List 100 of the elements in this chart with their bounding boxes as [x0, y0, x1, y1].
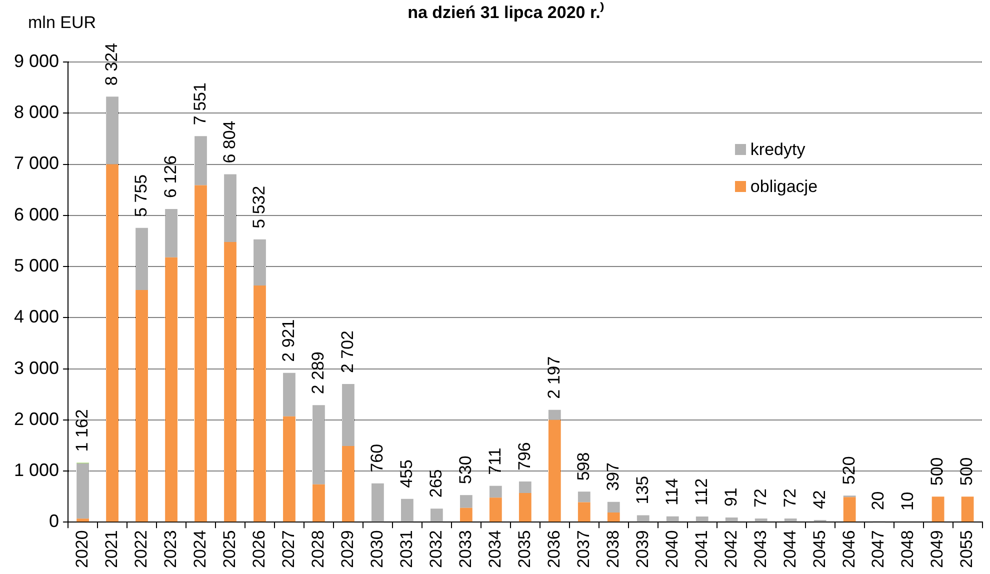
x-tick-label: 2027 [278, 530, 298, 568]
total-label: 265 [426, 469, 446, 498]
x-tick-label: 2055 [957, 530, 976, 568]
bar [401, 498, 414, 522]
bar [194, 185, 207, 522]
bar [843, 497, 856, 522]
total-label: 711 [485, 448, 504, 475]
x-tick-label: 2029 [338, 530, 357, 568]
y-tick-label: 5 000 [14, 255, 60, 276]
total-label: 1 162 [72, 409, 92, 452]
bar [342, 384, 354, 446]
bar [961, 496, 974, 522]
bar [607, 502, 620, 512]
bar [607, 512, 620, 522]
bar [636, 515, 650, 522]
total-label: 6 804 [220, 120, 239, 164]
bar [460, 508, 472, 522]
x-tick-label: 2035 [514, 530, 534, 568]
y-tick-label: 8 000 [14, 102, 60, 122]
x-tick-label: 2022 [131, 530, 150, 568]
x-tick-label: 2020 [72, 530, 92, 568]
x-tick-label: 2036 [544, 530, 564, 568]
total-label: 598 [574, 452, 593, 481]
total-label: 135 [632, 476, 652, 504]
total-label: 500 [928, 457, 947, 486]
bar [224, 174, 236, 242]
bar [578, 502, 590, 522]
total-label: 112 [692, 478, 711, 506]
total-label: 796 [514, 442, 534, 470]
y-tick-label: 4 000 [14, 306, 60, 327]
x-tick-label: 2033 [456, 530, 475, 568]
y-tick-label: 9 000 [14, 50, 60, 71]
x-tick-label: 2037 [574, 530, 593, 568]
x-tick-label: 2042 [721, 530, 740, 568]
legend-label: kredyty [750, 140, 806, 160]
bar [460, 495, 472, 508]
x-tick-label: 2043 [750, 530, 770, 568]
total-label: 397 [603, 462, 622, 491]
x-tick-label: 2041 [692, 530, 711, 568]
total-label: 530 [456, 456, 475, 484]
bar [136, 290, 148, 522]
total-label: 455 [396, 460, 416, 488]
bar [165, 257, 178, 522]
bar [518, 493, 532, 522]
total-label: 72 [750, 488, 770, 508]
bar [254, 285, 266, 522]
bar [372, 483, 384, 522]
bar [489, 486, 502, 498]
x-tick-label: 2031 [396, 530, 416, 568]
bar [194, 136, 207, 186]
x-tick-label: 2045 [810, 530, 829, 568]
y-tick-label: 3 000 [14, 358, 60, 378]
x-tick-label: 2025 [220, 530, 239, 568]
bar [224, 242, 236, 522]
bar [312, 405, 325, 484]
y-axis-title: mln EUR [28, 13, 96, 32]
bar [312, 484, 325, 522]
total-label: 760 [367, 444, 386, 472]
x-tick-label: 2024 [190, 530, 210, 568]
total-label: 10 [898, 492, 918, 511]
x-tick-label: 2047 [868, 530, 888, 568]
x-tick-label: 2038 [603, 530, 622, 568]
total-label: 20 [868, 491, 888, 510]
total-label: 7 551 [190, 82, 210, 126]
bar [283, 372, 296, 416]
legend-label: obligacje [750, 177, 818, 196]
x-tick-label: 2034 [485, 530, 504, 568]
bar [548, 420, 561, 522]
total-label: 8 324 [102, 43, 121, 86]
bar [666, 516, 679, 522]
bar [489, 498, 502, 522]
total-label: 42 [810, 490, 829, 510]
bar [784, 518, 797, 522]
total-label: 2 702 [338, 330, 357, 374]
bar [518, 481, 532, 494]
bar [106, 164, 118, 522]
bar [165, 208, 178, 258]
total-label: 91 [721, 488, 740, 507]
x-tick-label: 2044 [780, 530, 800, 568]
x-tick-label: 2030 [367, 530, 386, 568]
total-label: 2 289 [308, 352, 328, 394]
x-tick-label: 2039 [632, 530, 652, 568]
bar [136, 228, 148, 290]
bar [254, 239, 266, 286]
y-tick-label: 6 000 [14, 204, 60, 224]
total-label: 2 197 [544, 356, 564, 399]
x-tick-label: 2048 [898, 530, 918, 568]
total-label: 6 126 [160, 155, 180, 198]
bar [725, 518, 738, 522]
x-tick-label: 2049 [928, 530, 947, 568]
bar [696, 516, 708, 522]
y-tick-label: 2 000 [14, 408, 60, 429]
x-tick-label: 2028 [308, 530, 328, 568]
chart-title: na dzień 31 lipca 2020 r.⁾ [408, 3, 604, 22]
bar [932, 496, 944, 522]
y-tick-label: 0 [49, 511, 60, 532]
bar [754, 518, 768, 522]
total-label: 520 [839, 456, 858, 485]
bar [283, 416, 296, 522]
x-tick-label: 2032 [426, 530, 446, 568]
